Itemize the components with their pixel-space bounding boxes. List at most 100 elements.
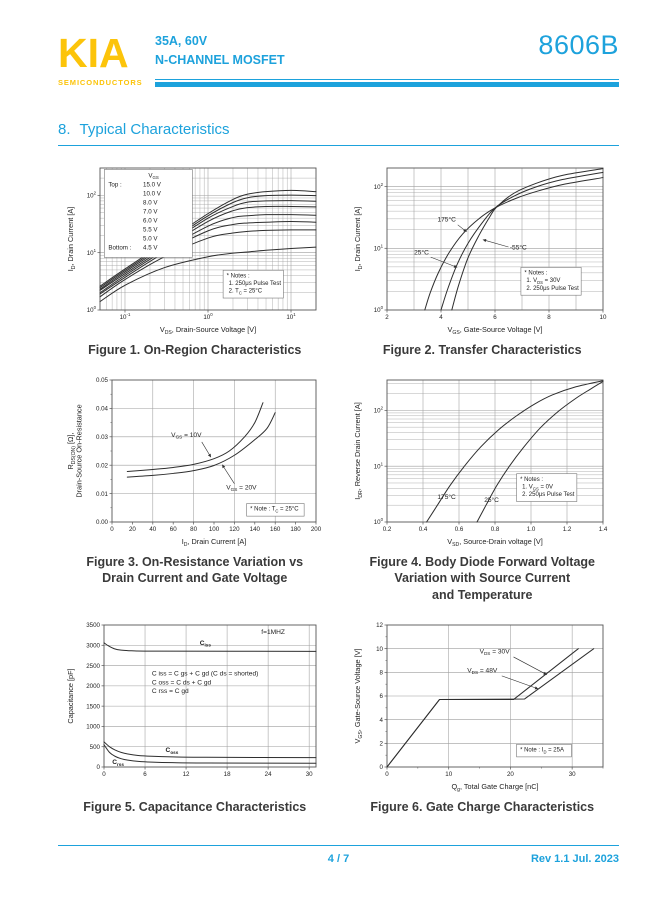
- svg-text:0.4: 0.4: [419, 526, 428, 533]
- svg-text:500: 500: [89, 744, 100, 751]
- svg-text:VGS = 20V: VGS = 20V: [226, 485, 257, 493]
- svg-text:1.4: 1.4: [599, 526, 608, 533]
- svg-text:8: 8: [380, 669, 384, 676]
- figure-3: 0 20 40 60 80 100 120 140 160 180 200 0.00 0.01 0.02 0…: [64, 372, 326, 603]
- svg-text:10: 10: [600, 314, 607, 321]
- svg-text:0.8: 0.8: [491, 526, 500, 533]
- svg-text:15.0 V: 15.0 V: [143, 181, 162, 188]
- figure-1-chart: 10-1 100 101 100 101 102 VDS, Drain-Source Vol…: [66, 167, 317, 336]
- svg-text:5.5 V: 5.5 V: [143, 226, 158, 233]
- svg-text:6.0 V: 6.0 V: [143, 217, 158, 224]
- svg-text:101: 101: [374, 462, 384, 471]
- svg-text:0.03: 0.03: [96, 434, 109, 441]
- svg-text:102: 102: [374, 182, 384, 191]
- device-rating: 35A, 60V: [155, 34, 208, 48]
- svg-text:1.2: 1.2: [563, 526, 572, 533]
- svg-text:1500: 1500: [86, 703, 100, 710]
- svg-text:0: 0: [102, 771, 106, 778]
- svg-text:24: 24: [264, 771, 271, 778]
- svg-text:1000: 1000: [86, 724, 100, 731]
- svg-text:-55°C: -55°C: [510, 244, 527, 252]
- svg-text:Coss: Coss: [165, 747, 178, 755]
- caption-line: Drain Current and Gate Voltage: [102, 571, 288, 586]
- svg-text:6: 6: [494, 314, 498, 321]
- svg-text:VDS = 30V: VDS = 30V: [480, 648, 511, 656]
- figure-3-chart: 0 20 40 60 80 100 120 140 160 180 200 0.00 0.01 0.02 0…: [66, 377, 322, 548]
- svg-text:10: 10: [376, 646, 383, 653]
- footer-row: 4 / 7 Rev 1.1 Jul. 2023: [58, 853, 619, 867]
- svg-text:101: 101: [86, 248, 96, 257]
- figure-4-chart: 0.2 0.4 0.6 0.8 1.0 1.2 1.4 100 101 102 VSD, Sourc…: [353, 379, 608, 548]
- page-indicator: 4 / 7: [327, 853, 350, 865]
- svg-text:180: 180: [290, 526, 301, 533]
- svg-text:8: 8: [548, 314, 552, 321]
- svg-text:0.02: 0.02: [96, 463, 109, 470]
- svg-text:0.05: 0.05: [96, 377, 109, 384]
- svg-text:8.0 V: 8.0 V: [143, 199, 158, 206]
- svg-text:1.0: 1.0: [527, 526, 536, 533]
- figure-4-caption: Figure 4. Body Diode Forward Voltage Var…: [370, 554, 596, 603]
- figure-6: 0 10 20 30 0 2 4 6 8 10 12 Qg, Total Gate Charge [n…: [351, 617, 613, 815]
- svg-text:100: 100: [209, 526, 220, 533]
- svg-text:20: 20: [129, 526, 136, 533]
- figure-5: 0 6 12 18 24 30 0 500 1000 1500 2000 2500 3000 3500 Ca…: [64, 617, 326, 815]
- svg-text:2000: 2000: [86, 683, 100, 690]
- svg-text:0.04: 0.04: [96, 406, 109, 413]
- svg-text:12: 12: [376, 622, 383, 629]
- figure-6-chart: 0 10 20 30 0 2 4 6 8 10 12 Qg, Total Gate Charge [n…: [353, 622, 604, 793]
- svg-text:12: 12: [182, 771, 189, 778]
- kia-logo: KIA SEMICONDUCTORS: [58, 30, 155, 87]
- figure-1: 10-1 100 101 100 101 102 VDS, Drain-Source Vol…: [64, 160, 326, 358]
- svg-text:30: 30: [305, 771, 312, 778]
- figure-2-chart: 2 4 6 8 10 100 101 102 VGS, Gate-Source Voltage …: [353, 167, 607, 336]
- svg-text:IDR, Reverse Drain Current [A]: IDR, Reverse Drain Current [A]: [353, 402, 364, 499]
- figure-6-caption: Figure 6. Gate Charge Characteristics: [370, 799, 594, 815]
- svg-text:2. 250μs Pulse Test: 2. 250μs Pulse Test: [522, 492, 575, 498]
- revision-label: Rev 1.1 Jul. 2023: [530, 853, 619, 865]
- svg-text:6: 6: [143, 771, 147, 778]
- svg-text:7.0 V: 7.0 V: [143, 208, 158, 215]
- figure-3-caption: Figure 3. On-Resistance Variation vs Dra…: [86, 554, 303, 587]
- svg-text:VGS = 10V: VGS = 10V: [171, 432, 202, 440]
- svg-text:C oss = C ds + C gd: C oss = C ds + C gd: [152, 679, 212, 686]
- svg-text:175°C: 175°C: [438, 493, 457, 501]
- svg-text:100: 100: [86, 305, 96, 314]
- figure-5-caption: Figure 5. Capacitance Characteristics: [83, 799, 306, 815]
- footer: 4 / 7 Rev 1.1 Jul. 2023: [58, 845, 619, 867]
- part-number: 8606B: [538, 30, 619, 60]
- svg-text:Capacitance [pF]: Capacitance [pF]: [66, 668, 75, 723]
- header: KIA SEMICONDUCTORS 35A, 60V N-CHANNEL MO…: [58, 30, 619, 87]
- svg-text:0.00: 0.00: [96, 519, 109, 526]
- svg-text:VSD, Source-Drain voltage [V]: VSD, Source-Drain voltage [V]: [447, 537, 543, 548]
- svg-text:0: 0: [386, 771, 390, 778]
- svg-text:VGS, Gate-Source Voltage [V]: VGS, Gate-Source Voltage [V]: [448, 325, 543, 336]
- svg-text:10: 10: [446, 771, 453, 778]
- svg-text:VDS, Drain-Source Voltage [V]: VDS, Drain-Source Voltage [V]: [160, 325, 256, 336]
- svg-text:0: 0: [380, 764, 384, 771]
- svg-text:20: 20: [507, 771, 514, 778]
- caption-line: Variation with Source Current: [394, 571, 571, 586]
- svg-text:Ciss: Ciss: [199, 640, 211, 648]
- svg-text:4.5 V: 4.5 V: [143, 244, 158, 251]
- svg-text:101: 101: [286, 312, 296, 321]
- footer-rule: [58, 845, 619, 846]
- svg-text:0.01: 0.01: [96, 491, 109, 498]
- svg-text:Top :: Top :: [108, 181, 122, 188]
- caption-line: Figure 1. On-Region Characteristics: [88, 342, 302, 357]
- caption-line: Figure 6. Gate Charge Characteristics: [370, 799, 595, 814]
- svg-text:f=1MHZ: f=1MHZ: [261, 629, 285, 636]
- svg-text:25°C: 25°C: [484, 496, 499, 504]
- svg-text:25°C: 25°C: [414, 248, 429, 256]
- figure-2: 2 4 6 8 10 100 101 102 VGS, Gate-Source Voltage …: [351, 160, 613, 358]
- svg-text:101: 101: [374, 243, 384, 252]
- svg-text:60: 60: [170, 526, 177, 533]
- svg-text:102: 102: [374, 406, 384, 415]
- svg-text:5.0 V: 5.0 V: [143, 235, 158, 242]
- svg-text:2500: 2500: [86, 663, 100, 670]
- svg-text:2: 2: [380, 740, 384, 747]
- svg-text:80: 80: [190, 526, 197, 533]
- section-title: 8. Typical Characteristics: [58, 121, 619, 146]
- svg-text:100: 100: [374, 305, 384, 314]
- caption-line: and Temperature: [432, 587, 533, 602]
